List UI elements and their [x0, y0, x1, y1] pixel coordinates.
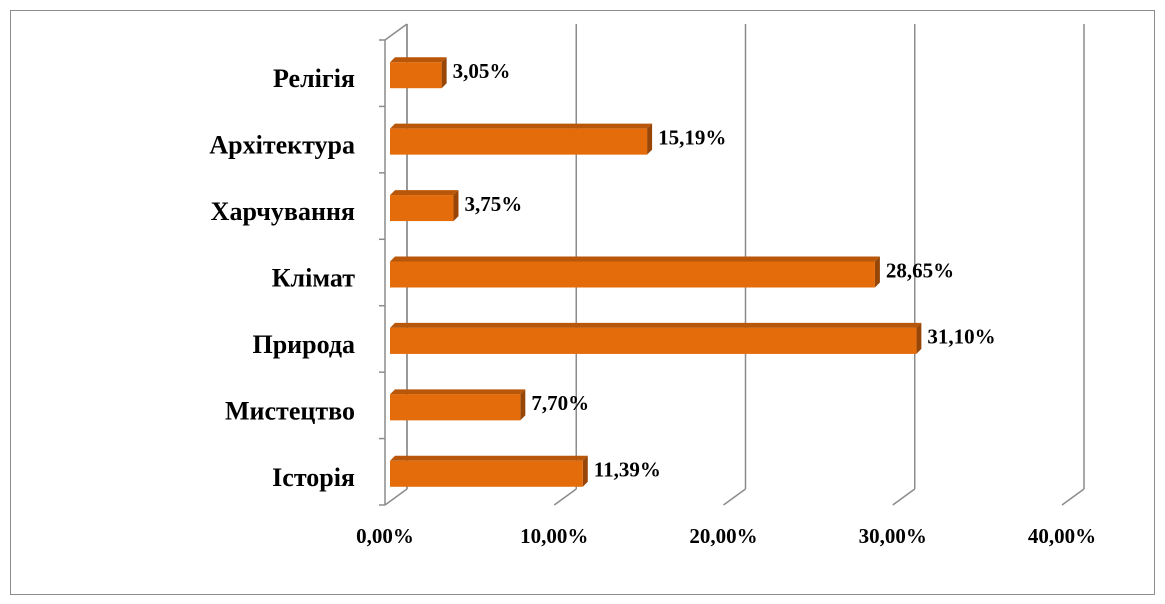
y-tick-label: Архітектура: [209, 131, 355, 160]
bar-top: [390, 455, 588, 461]
value-label: 15,19%: [658, 125, 726, 149]
x-tick-label: 10,00%: [520, 524, 588, 548]
bar-side: [916, 322, 922, 354]
grid-line: [892, 488, 916, 506]
grid-line: [1061, 488, 1085, 506]
bar: [390, 394, 521, 421]
y-tick-label: Історія: [272, 463, 355, 492]
bar-side: [520, 389, 526, 421]
bar: [390, 327, 917, 354]
y-tick-label: Мистецтво: [225, 396, 355, 425]
bar: [390, 261, 875, 288]
bar-top: [390, 389, 526, 395]
value-label: 3,75%: [464, 192, 522, 216]
x-tick-label: 40,00%: [1028, 524, 1096, 548]
value-label: 3,05%: [453, 59, 511, 83]
bar-top: [390, 57, 447, 63]
y-tick-label: Клімат: [272, 263, 356, 292]
x-tick-label: 20,00%: [689, 524, 757, 548]
bar-side: [582, 455, 588, 487]
bar: [390, 62, 442, 89]
bar-top: [390, 190, 459, 196]
y-tick-label: Релігія: [273, 64, 355, 93]
bar: [390, 460, 583, 487]
bar-top: [390, 322, 922, 328]
value-label: 31,10%: [927, 325, 995, 349]
bar-side: [874, 256, 880, 288]
bar-side: [453, 190, 459, 222]
value-label: 28,65%: [886, 258, 954, 282]
bar-side: [441, 57, 447, 89]
y-tick-label: Харчування: [211, 197, 355, 226]
chart-border: [10, 10, 1155, 595]
bar-side: [647, 123, 653, 155]
bar: [390, 195, 454, 222]
grid-line: [384, 488, 408, 506]
y-tick-label: Природа: [252, 330, 355, 359]
bar-top: [390, 256, 880, 262]
value-label: 11,39%: [594, 458, 661, 482]
x-tick-label: 0,00%: [356, 524, 414, 548]
grid-line: [723, 488, 746, 506]
bar-top: [390, 123, 653, 129]
bar: [390, 128, 648, 155]
grid-line: [553, 488, 577, 506]
x-tick-label: 30,00%: [859, 524, 927, 548]
axis-line: [384, 23, 408, 41]
value-label: 7,70%: [531, 391, 589, 415]
